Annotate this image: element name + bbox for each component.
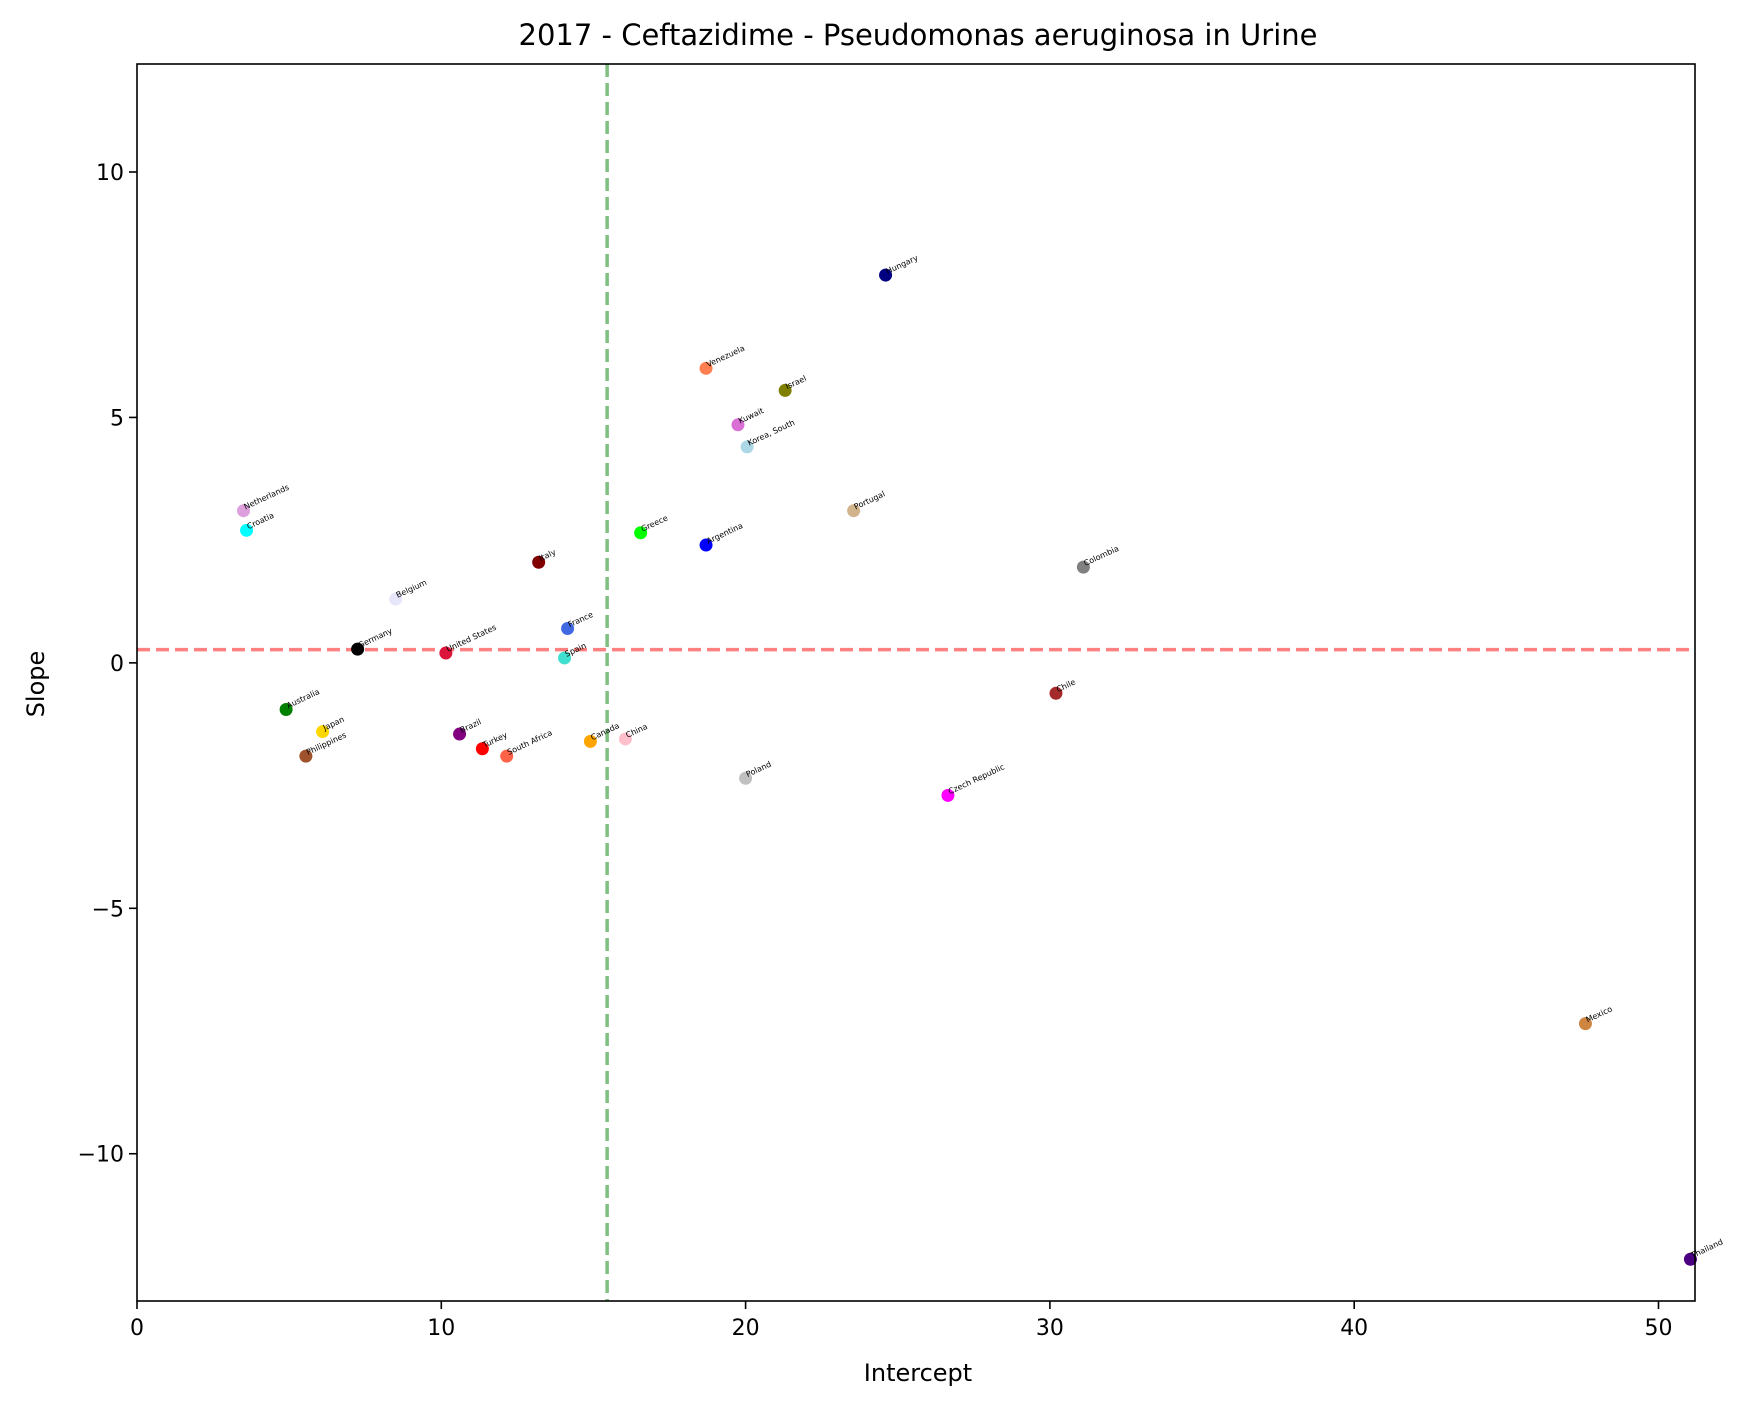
- data-point-spain: [558, 651, 572, 665]
- data-point-australia: [279, 702, 293, 716]
- data-point-argentina: [699, 538, 713, 552]
- data-point-united-states: [439, 646, 453, 660]
- data-point-korea-south: [740, 440, 754, 454]
- data-point-south-africa: [500, 749, 514, 763]
- y-tick-label: 5: [110, 406, 124, 431]
- chart-title: 2017 - Ceftazidime - Pseudomonas aerugin…: [519, 18, 1318, 52]
- x-tick-label: 0: [130, 1316, 144, 1341]
- y-axis-label: Slope: [22, 651, 50, 718]
- data-point-japan: [316, 725, 330, 739]
- data-point-czech-republic: [941, 788, 955, 802]
- x-tick-label: 50: [1644, 1316, 1672, 1341]
- data-point-mexico: [1578, 1017, 1592, 1031]
- data-point-netherlands: [237, 504, 251, 518]
- x-axis-label: Intercept: [864, 1359, 972, 1387]
- data-point-china: [618, 732, 632, 746]
- data-point-france: [561, 622, 575, 636]
- data-point-greece: [634, 526, 648, 540]
- data-point-chile: [1049, 686, 1063, 700]
- y-tick-label: −5: [92, 897, 124, 922]
- data-point-philippines: [299, 749, 313, 763]
- data-point-poland: [739, 771, 753, 785]
- data-point-canada: [583, 734, 597, 748]
- x-tick-label: 20: [732, 1316, 760, 1341]
- data-point-brazil: [453, 727, 467, 741]
- data-point-croatia: [240, 523, 254, 537]
- data-point-israel: [778, 383, 792, 397]
- data-point-venezuela: [699, 361, 713, 375]
- data-point-germany: [351, 642, 365, 656]
- plot-frame: [136, 63, 1696, 1302]
- x-tick-label: 30: [1036, 1316, 1064, 1341]
- y-tick-label: 0: [110, 652, 124, 677]
- x-tick-label: 40: [1340, 1316, 1368, 1341]
- data-point-colombia: [1076, 560, 1090, 574]
- data-point-portugal: [847, 504, 861, 518]
- data-point-turkey: [475, 742, 489, 756]
- x-tick-label: 10: [427, 1316, 455, 1341]
- data-point-kuwait: [731, 418, 745, 432]
- data-point-hungary: [879, 268, 893, 282]
- y-tick-label: −10: [78, 1143, 124, 1168]
- y-tick-label: 10: [96, 161, 124, 186]
- data-point-belgium: [389, 592, 403, 606]
- data-point-italy: [532, 555, 546, 569]
- data-point-thailand: [1683, 1252, 1697, 1266]
